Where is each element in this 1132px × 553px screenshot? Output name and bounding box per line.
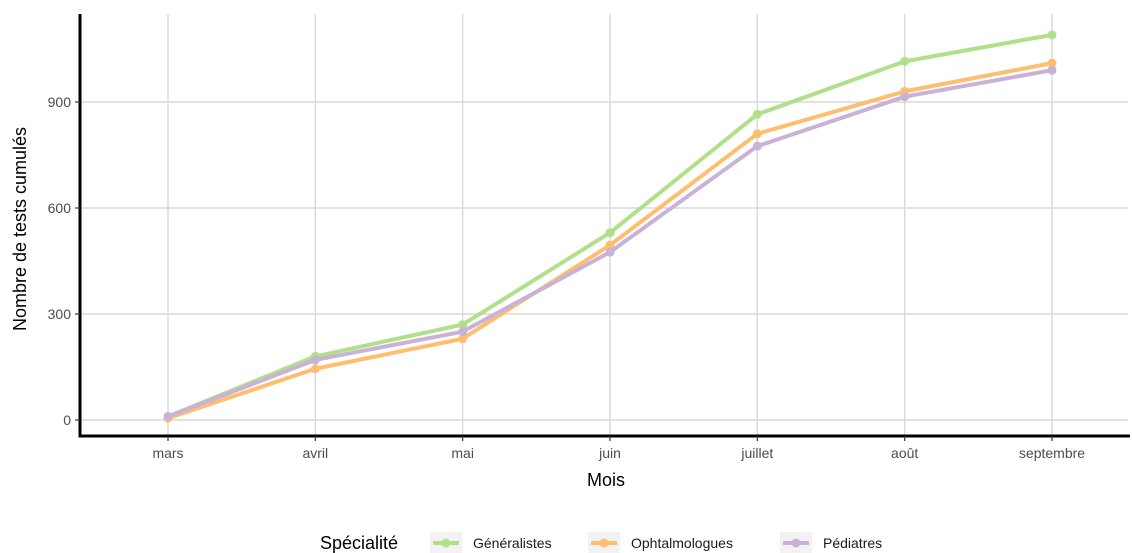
- legend-title: Spécialité: [320, 533, 398, 553]
- grid: [80, 14, 1128, 436]
- x-tick-label-mai: mai: [451, 445, 474, 461]
- y-tick-label-300: 300: [48, 306, 72, 322]
- legend-label-Pédiatres: Pédiatres: [823, 535, 882, 551]
- series-Pédiatres: [163, 65, 1057, 421]
- data-point-Ophtalmologues-septembre: [1047, 58, 1057, 68]
- legend-item-Ophtalmologues: Ophtalmologues: [588, 532, 733, 553]
- series-Ophtalmologues: [163, 58, 1057, 423]
- y-tick-label-900: 900: [48, 94, 72, 110]
- data-point-Ophtalmologues-mai: [458, 334, 468, 344]
- legend-key-point: [599, 538, 609, 548]
- y-tick-label-600: 600: [48, 200, 72, 216]
- series-layer: [163, 30, 1057, 423]
- data-point-Ophtalmologues-avril: [310, 364, 320, 374]
- x-tick-label-mars: mars: [152, 445, 183, 461]
- data-point-Pédiatres-juin: [605, 247, 615, 257]
- data-point-Généralistes-juin: [605, 228, 615, 238]
- legend-label-Généralistes: Généralistes: [473, 535, 552, 551]
- x-axis-title: Mois: [587, 470, 625, 490]
- legend: Spécialité Généralistes Ophtalmologues Péd…: [320, 532, 882, 553]
- legend-item-Généralistes: Généralistes: [430, 532, 552, 553]
- legend-key-point: [791, 538, 801, 548]
- data-point-Pédiatres-juillet: [752, 141, 762, 151]
- data-point-Généralistes-juillet: [752, 109, 762, 119]
- data-point-Pédiatres-mars: [163, 411, 173, 421]
- data-point-Généralistes-août: [900, 56, 910, 66]
- x-tick-label-septembre: septembre: [1019, 445, 1085, 461]
- y-tick-label-0: 0: [63, 412, 71, 428]
- legend-label-Ophtalmologues: Ophtalmologues: [631, 535, 733, 551]
- data-point-Pédiatres-mai: [458, 327, 468, 337]
- data-point-Pédiatres-août: [900, 92, 910, 102]
- x-tick-label-avril: avril: [302, 445, 328, 461]
- data-point-Pédiatres-septembre: [1047, 65, 1057, 75]
- tick-labels: 0 300 600 900 mars avril mai juin juillet août sep…: [48, 94, 1086, 461]
- data-point-Pédiatres-avril: [310, 355, 320, 365]
- data-point-Généralistes-mai: [458, 320, 468, 330]
- y-axis-title: Nombre de tests cumulés: [10, 127, 30, 331]
- data-point-Généralistes-septembre: [1047, 30, 1057, 40]
- axes: [78, 14, 1130, 438]
- x-tick-label-juillet: juillet: [740, 445, 773, 461]
- x-tick-label-juin: juin: [598, 445, 621, 461]
- legend-key-point: [441, 538, 451, 548]
- data-point-Ophtalmologues-juillet: [752, 129, 762, 139]
- data-point-Ophtalmologues-juin: [605, 240, 615, 250]
- x-tick-label-août: août: [891, 445, 918, 461]
- legend-item-Pédiatres: Pédiatres: [780, 532, 882, 553]
